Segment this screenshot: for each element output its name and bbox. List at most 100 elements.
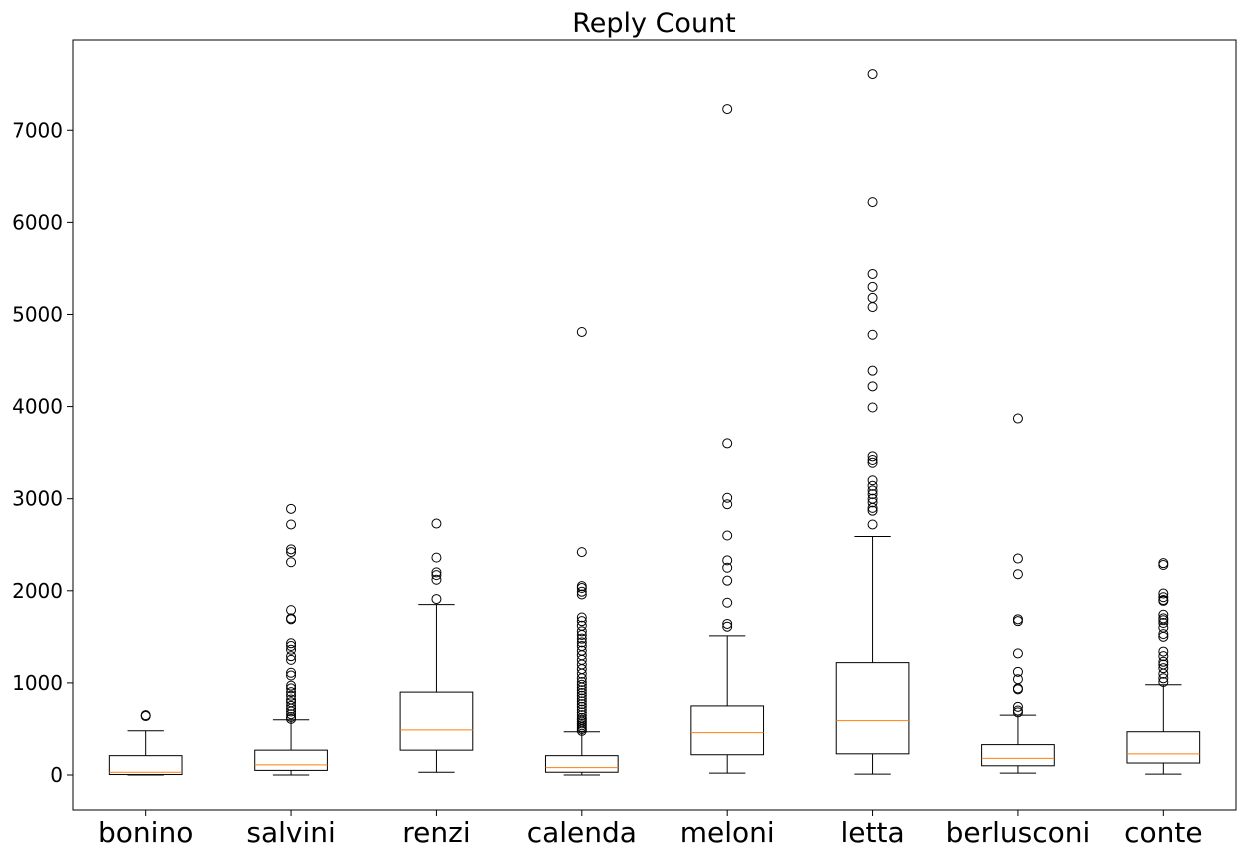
flier-berlusconi-6 <box>1012 666 1023 677</box>
flier-salvini-13 <box>286 667 297 678</box>
flier-calenda-32 <box>576 626 587 637</box>
flier-salvini-2 <box>286 709 297 720</box>
flier-salvini-9 <box>286 687 297 698</box>
flier-berlusconi-9 <box>1012 614 1023 625</box>
flier-letta-6 <box>867 485 878 496</box>
y-tick-label-6000: 6000 <box>12 210 63 234</box>
flier-calenda-7 <box>576 712 587 723</box>
flier-meloni-10 <box>722 104 733 115</box>
flier-berlusconi-5 <box>1012 674 1023 685</box>
flier-calenda-35 <box>576 612 587 623</box>
flier-calenda-20 <box>576 676 587 687</box>
flier-meloni-7 <box>722 499 733 510</box>
flier-salvini-8 <box>286 690 297 701</box>
flier-calenda-14 <box>576 693 587 704</box>
flier-letta-17 <box>867 292 878 303</box>
flier-calenda-11 <box>576 701 587 712</box>
flier-salvini-12 <box>286 670 297 681</box>
box-berlusconi <box>981 744 1055 767</box>
plot-frame <box>72 39 1237 811</box>
flier-conte-18 <box>1158 588 1169 599</box>
box-salvini <box>254 749 328 771</box>
x-tick-label-bonino: bonino <box>98 816 193 849</box>
flier-conte-5 <box>1158 656 1169 667</box>
flier-calenda-13 <box>576 696 587 707</box>
flier-berlusconi-12 <box>1012 413 1023 424</box>
flier-calenda-15 <box>576 690 587 701</box>
flier-renzi-0 <box>431 594 442 605</box>
flier-calenda-27 <box>576 645 587 656</box>
flier-meloni-8 <box>722 492 733 503</box>
x-tick-label-letta: letta <box>841 816 905 849</box>
x-tick-label-renzi: renzi <box>402 816 470 849</box>
flier-letta-3 <box>867 497 878 508</box>
flier-letta-4 <box>867 493 878 504</box>
flier-calenda-40 <box>576 547 587 558</box>
flier-salvini-6 <box>286 697 297 708</box>
x-tick-label-conte: conte <box>1124 816 1202 849</box>
flier-berlusconi-7 <box>1012 648 1023 659</box>
plot-area: 0 1000 2000 3000 4000 5000 6000 7000 bonino salvi… <box>12 69 1203 849</box>
flier-calenda-33 <box>576 620 587 631</box>
flier-letta-7 <box>867 480 878 491</box>
flier-meloni-3 <box>722 575 733 586</box>
flier-letta-0 <box>867 519 878 530</box>
flier-letta-8 <box>867 475 878 486</box>
flier-letta-12 <box>867 402 878 413</box>
flier-calenda-39 <box>576 581 587 592</box>
flier-calenda-17 <box>576 685 587 696</box>
box-bonino <box>108 755 183 776</box>
flier-conte-13 <box>1158 613 1169 624</box>
flier-letta-15 <box>867 329 878 340</box>
flier-salvini-21 <box>286 605 297 616</box>
flier-calenda-12 <box>576 699 587 710</box>
flier-letta-5 <box>867 489 878 500</box>
flier-letta-19 <box>867 268 878 279</box>
y-tick-label-3000: 3000 <box>12 487 63 511</box>
flier-calenda-9 <box>576 707 587 718</box>
flier-letta-9 <box>867 457 878 468</box>
flier-calenda-41 <box>576 326 587 337</box>
flier-berlusconi-10 <box>1012 569 1023 580</box>
chart-title: Reply Count <box>572 8 736 39</box>
box-meloni <box>690 705 765 756</box>
flier-renzi-3 <box>431 567 442 578</box>
x-tick-label-berlusconi: berlusconi <box>946 816 1091 849</box>
flier-salvini-22 <box>286 557 297 568</box>
flier-bonino-1 <box>140 710 151 721</box>
flier-berlusconi-1 <box>1012 705 1023 716</box>
flier-letta-14 <box>867 365 878 376</box>
y-tick-label-2000: 2000 <box>12 579 63 603</box>
flier-letta-1 <box>867 505 878 516</box>
flier-conte-0 <box>1158 676 1169 687</box>
flier-berlusconi-2 <box>1012 701 1023 712</box>
flier-salvini-17 <box>286 641 297 652</box>
box-conte <box>1126 731 1201 764</box>
flier-meloni-4 <box>722 562 733 573</box>
flier-meloni-6 <box>722 530 733 541</box>
flier-salvini-20 <box>286 613 297 624</box>
x-tick-label-meloni: meloni <box>680 816 775 849</box>
flier-salvini-5 <box>286 700 297 711</box>
flier-calenda-8 <box>576 710 587 721</box>
flier-meloni-0 <box>722 621 733 632</box>
y-tick-label-0: 0 <box>50 763 63 787</box>
flier-calenda-34 <box>576 616 587 627</box>
flier-salvini-1 <box>286 711 297 722</box>
flier-calenda-28 <box>576 641 587 652</box>
flier-letta-10 <box>867 455 878 465</box>
y-tick-label-7000: 7000 <box>12 118 63 142</box>
flier-letta-20 <box>867 197 878 208</box>
flier-calenda-37 <box>576 586 587 597</box>
flier-letta-16 <box>867 302 878 313</box>
flier-salvini-16 <box>286 644 297 655</box>
flier-calenda-36 <box>576 589 587 600</box>
flier-conte-14 <box>1158 609 1169 620</box>
flier-conte-1 <box>1158 673 1169 684</box>
box-renzi <box>399 691 474 751</box>
flier-letta-18 <box>867 281 878 292</box>
flier-conte-20 <box>1158 558 1169 569</box>
flier-conte-4 <box>1158 659 1169 670</box>
